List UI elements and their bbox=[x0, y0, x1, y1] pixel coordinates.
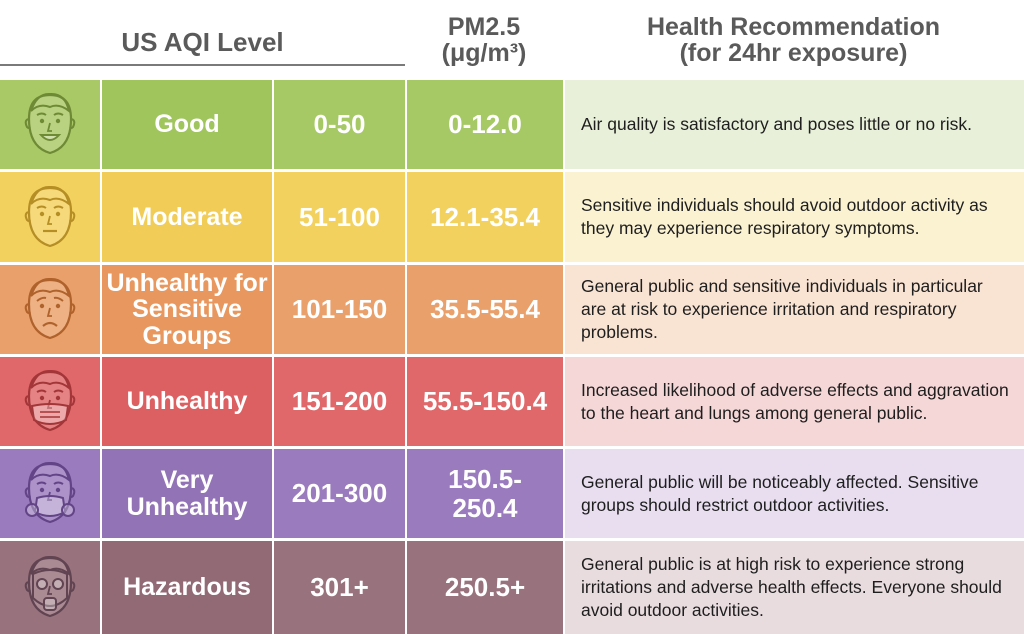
health-recommendation: General public and sensitive individuals… bbox=[565, 265, 1024, 354]
smiling-face-icon bbox=[19, 85, 81, 164]
health-recommendation: Increased likelihood of adverse effects … bbox=[565, 357, 1024, 446]
header-aqi-level: US AQI Level bbox=[121, 27, 284, 58]
gas-mask-icon bbox=[19, 548, 81, 627]
pm25-range: 35.5-55.4 bbox=[407, 265, 563, 354]
aqi-level-label: Moderate bbox=[102, 172, 272, 262]
pm25-range: 0-12.0 bbox=[407, 80, 563, 169]
aqi-level-label: Unhealthy bbox=[102, 357, 272, 446]
table-row: Hazardous 301+ 250.5+ General public is at … bbox=[0, 541, 1024, 634]
aqi-level-label: Hazardous bbox=[102, 541, 272, 634]
face-cell bbox=[0, 541, 100, 634]
face-cell bbox=[0, 265, 100, 354]
face-mask-icon bbox=[19, 362, 81, 441]
frowning-face-icon bbox=[19, 270, 81, 349]
aqi-range: 201-300 bbox=[274, 449, 405, 538]
aqi-range: 101-150 bbox=[274, 265, 405, 354]
health-recommendation: Sensitive individuals should avoid outdo… bbox=[565, 172, 1024, 262]
table-row: Very Unhealthy 201-300 150.5-250.4 General … bbox=[0, 449, 1024, 538]
aqi-range: 301+ bbox=[274, 541, 405, 634]
table-header: US AQI Level PM2.5 (μg/m³) Health Recomm… bbox=[0, 0, 1024, 80]
respirator-mask-icon bbox=[19, 454, 81, 533]
pm25-range: 12.1-35.4 bbox=[407, 172, 563, 262]
aqi-range: 51-100 bbox=[274, 172, 405, 262]
header-pm25: PM2.5 (μg/m³) bbox=[405, 6, 563, 74]
neutral-face-icon bbox=[19, 178, 81, 257]
aqi-level-label: Very Unhealthy bbox=[102, 449, 272, 538]
aqi-level-label: Good bbox=[102, 80, 272, 169]
health-recommendation: General public will be noticeably affect… bbox=[565, 449, 1024, 538]
aqi-range: 151-200 bbox=[274, 357, 405, 446]
header-health-recommendation: Health Recommendation (for 24hr exposure… bbox=[563, 6, 1024, 74]
aqi-range: 0-50 bbox=[274, 80, 405, 169]
header-pm25-title: PM2.5 bbox=[447, 12, 521, 41]
aqi-level-label: Unhealthy for Sensitive Groups bbox=[102, 265, 272, 354]
header-pm25-unit: (μg/m³) bbox=[441, 39, 527, 67]
pm25-range: 150.5-250.4 bbox=[407, 449, 563, 538]
table-row: Unhealthy for Sensitive Groups 101-150 35.… bbox=[0, 265, 1024, 354]
health-recommendation: Air quality is satisfactory and poses li… bbox=[565, 80, 1024, 169]
aqi-table-body: Good 0-50 0-12.0 Air quality is satisfactor… bbox=[0, 80, 1024, 634]
table-row: Moderate 51-100 12.1-35.4 Sensitive individ… bbox=[0, 172, 1024, 262]
header-rec-title: Health Recommendation bbox=[646, 12, 941, 41]
header-rec-subtitle: (for 24hr exposure) bbox=[679, 39, 908, 67]
face-cell bbox=[0, 449, 100, 538]
face-cell bbox=[0, 172, 100, 262]
table-row: Good 0-50 0-12.0 Air quality is satisfactor… bbox=[0, 80, 1024, 169]
health-recommendation: General public is at high risk to experi… bbox=[565, 541, 1024, 634]
pm25-range: 250.5+ bbox=[407, 541, 563, 634]
header-underline bbox=[0, 64, 405, 66]
face-cell bbox=[0, 80, 100, 169]
face-cell bbox=[0, 357, 100, 446]
pm25-range: 55.5-150.4 bbox=[407, 357, 563, 446]
table-row: Unhealthy 151-200 55.5-150.4 Increased like… bbox=[0, 357, 1024, 446]
